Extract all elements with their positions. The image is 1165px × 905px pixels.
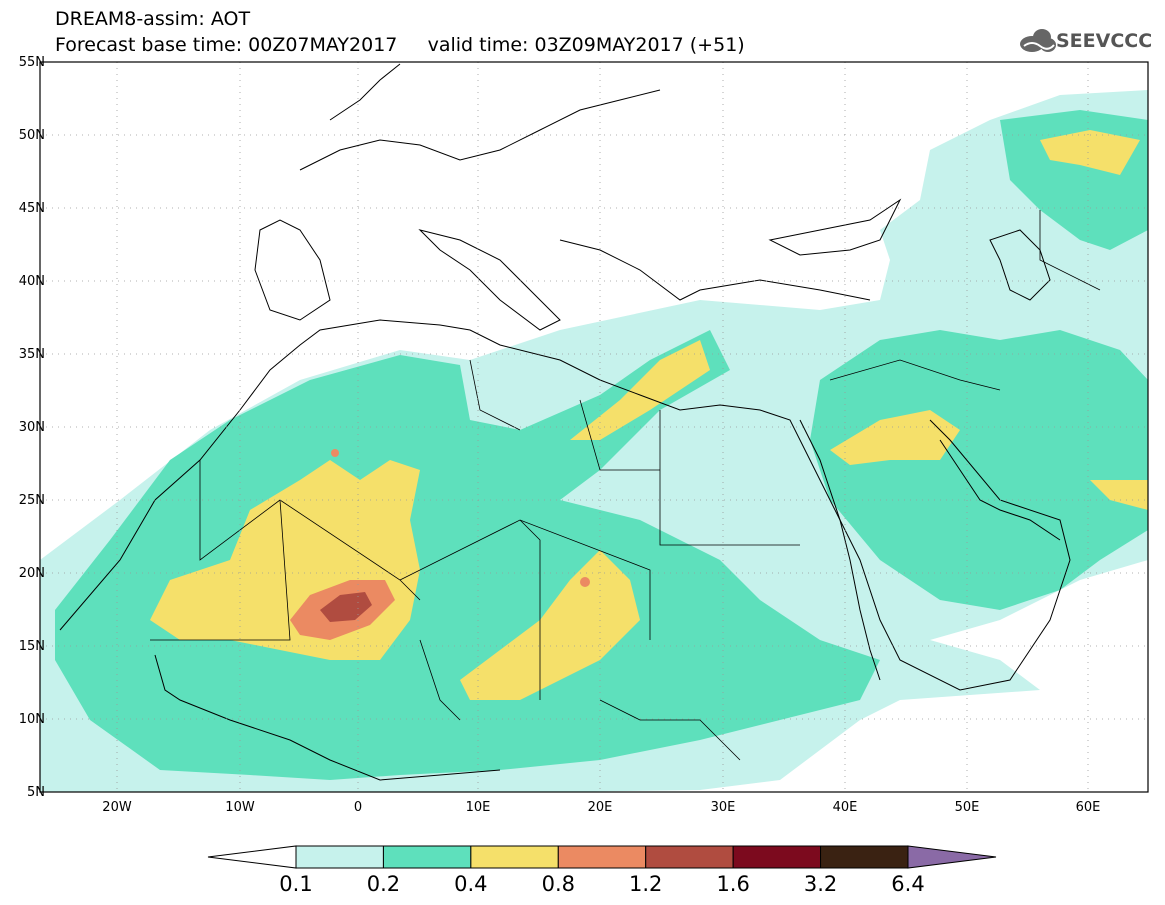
country-borders (150, 210, 1101, 761)
colorbar-label: 0.1 (279, 872, 313, 896)
aot-contour-0.2-east (810, 330, 1148, 610)
lat-label: 5N (27, 785, 45, 800)
forecast-time-line: Forecast base time: 00Z07MAY2017 valid t… (55, 34, 745, 56)
lon-label: 20E (587, 800, 613, 815)
aot-contour-0.4-caspian (1040, 130, 1140, 175)
aot-field (40, 90, 1148, 792)
lon-label: 10W (225, 800, 255, 815)
lat-label: 10N (18, 712, 45, 727)
map-title: DREAM8-assim: AOT (55, 8, 251, 30)
lat-label: 30N (18, 420, 45, 435)
colorbar-label: 0.4 (454, 872, 488, 896)
aot-contour-1.2 (320, 592, 372, 622)
lat-label: 45N (18, 201, 45, 216)
aot-contour-0.8-spot (580, 577, 590, 587)
aot-contour-0.2 (55, 330, 880, 780)
lat-label: 35N (18, 347, 45, 362)
colorbar-label: 6.4 (891, 872, 925, 896)
aot-contour-0.4-iraq (830, 410, 960, 465)
aot-contour-0.8-spot2 (331, 449, 339, 457)
colorbar-label: 3.2 (803, 872, 838, 896)
lat-label: 55N (18, 55, 45, 70)
lat-label: 25N (18, 493, 45, 508)
aot-contour-0.4-libya (570, 340, 710, 440)
lon-label: 0 (353, 800, 363, 815)
aot-contour-0.4-chad (460, 550, 640, 700)
lat-label: 15N (18, 639, 45, 654)
colorbar-label: 1.2 (629, 872, 663, 896)
lon-label: 40E (832, 800, 858, 815)
lat-label: 50N (18, 128, 45, 143)
aot-contour-0.4-gulf (1090, 480, 1148, 510)
lat-label: 20N (18, 566, 45, 581)
lon-label: 50E (954, 800, 980, 815)
lon-label: 20W (102, 800, 132, 815)
colorbar-label: 0.8 (541, 872, 575, 896)
colorbar-label: 0.2 (366, 872, 401, 896)
coastlines (59, 63, 1071, 781)
colorbar-label: 1.6 (716, 872, 750, 896)
logo-text: SEEVCCC (1056, 30, 1153, 52)
lon-label: 60E (1075, 800, 1101, 815)
map-frame (39, 61, 1149, 793)
lon-label: 10E (465, 800, 491, 815)
lat-label: 40N (18, 274, 45, 289)
lon-label: 30E (710, 800, 736, 815)
seevccc-logo (1020, 29, 1056, 52)
